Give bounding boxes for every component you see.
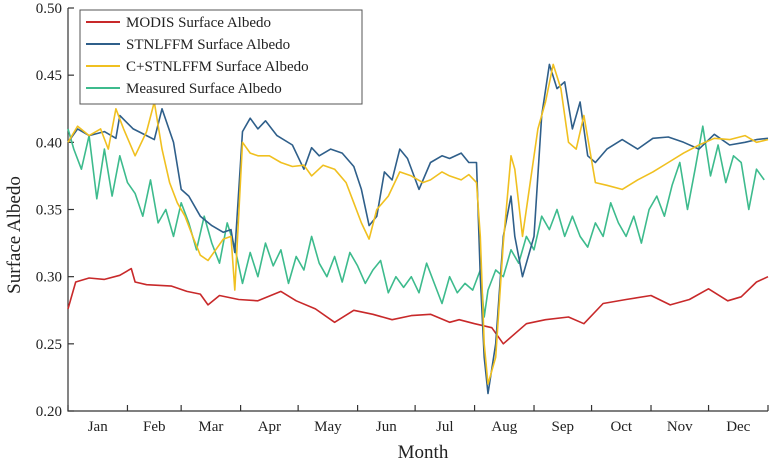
- y-tick-label: 0.40: [36, 135, 62, 151]
- y-tick-label: 0.45: [36, 68, 62, 84]
- x-tick-label: Nov: [667, 419, 693, 435]
- x-tick-label: Apr: [258, 419, 281, 435]
- x-tick-label: May: [314, 419, 342, 435]
- y-tick-label: 0.30: [36, 270, 62, 286]
- legend-label: MODIS Surface Albedo: [126, 15, 271, 31]
- series-line-1: [67, 267, 769, 345]
- x-tick-label: Aug: [491, 419, 517, 435]
- y-tick-label: 0.25: [36, 337, 62, 353]
- y-axis-title: Surface Albedo: [4, 176, 25, 294]
- series-line-4: [67, 125, 765, 318]
- x-tick-label: Feb: [143, 419, 166, 435]
- series-line-3: [67, 63, 769, 385]
- x-tick-label: Oct: [610, 419, 632, 435]
- x-tick-label: Dec: [726, 419, 750, 435]
- x-tick-label: Jul: [436, 419, 454, 435]
- x-tick-label: Jun: [376, 419, 397, 435]
- legend-label: C+STNLFFM Surface Albedo: [126, 59, 309, 75]
- y-tick-label: 0.50: [36, 1, 62, 17]
- series-line-2: [67, 63, 769, 395]
- legend-label: STNLFFM Surface Albedo: [126, 37, 290, 53]
- x-tick-label: Jan: [88, 419, 108, 435]
- y-tick-label: 0.20: [36, 404, 62, 420]
- axes: 0.20 0.25 0.30 0.35 0.40 0.45 0.50 Jan Feb Mar Apr…: [36, 1, 769, 435]
- x-tick-label: Sep: [552, 419, 575, 435]
- x-axis-title: Month: [398, 442, 449, 463]
- y-tick-label: 0.35: [36, 203, 62, 219]
- legend-box: [79, 9, 363, 105]
- legend-label: Measured Surface Albedo: [126, 81, 282, 97]
- series-layer: [67, 63, 769, 395]
- x-tick-label: Mar: [198, 419, 223, 435]
- legend: MODIS Surface Albedo STNLFFM Surface Albe…: [79, 9, 363, 105]
